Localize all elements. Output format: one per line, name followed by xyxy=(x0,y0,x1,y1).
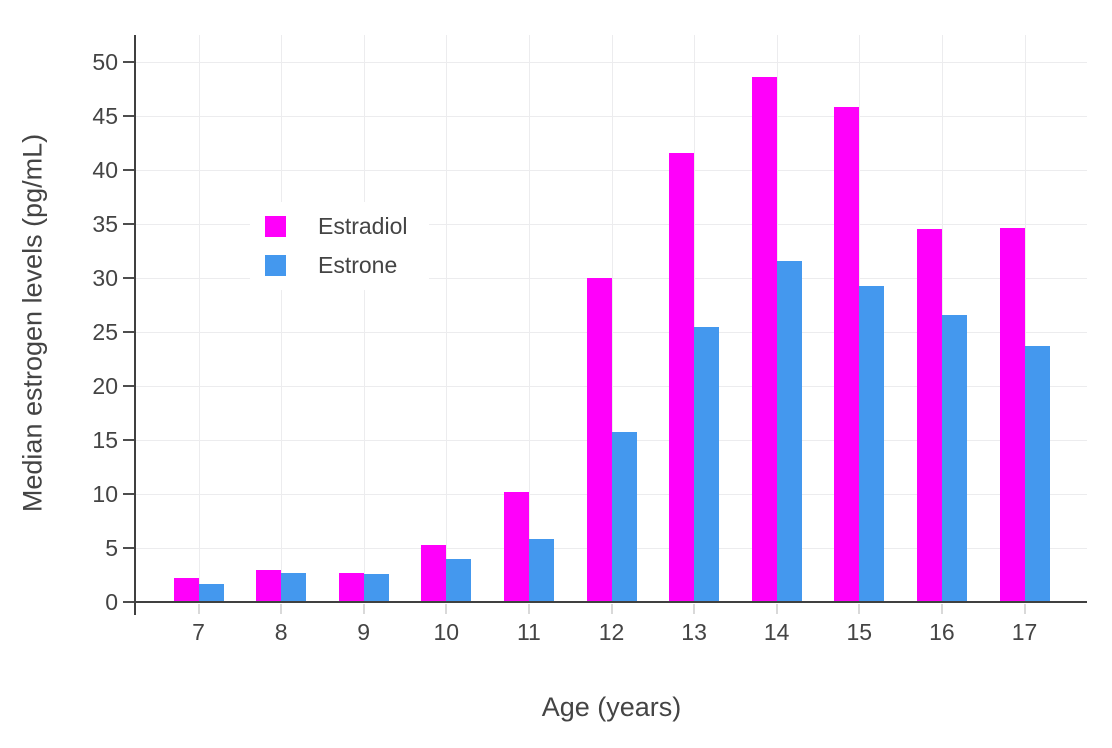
gridline-v-11 xyxy=(528,35,530,602)
gridline-v-13 xyxy=(694,35,696,602)
legend-label-estrone: Estrone xyxy=(318,252,398,278)
x-tick-9 xyxy=(362,604,365,614)
gridline-v-9 xyxy=(363,35,365,602)
gridline-v-8 xyxy=(281,35,283,602)
x-tick-label-16: 16 xyxy=(929,619,955,645)
y-tick-label-30: 30 xyxy=(92,265,118,291)
x-tick-8 xyxy=(280,604,283,614)
y-tick-label-50: 50 xyxy=(92,49,118,75)
y-tick-label-15: 15 xyxy=(92,427,118,453)
y-tick-label-10: 10 xyxy=(92,481,118,507)
y-tick-25 xyxy=(123,331,134,333)
bar-estradiol-age-14 xyxy=(751,77,777,602)
x-tick-label-12: 12 xyxy=(598,619,625,645)
y-tick-5 xyxy=(123,547,134,549)
bar-estradiol-age-13 xyxy=(669,152,695,602)
y-tick-label-35: 35 xyxy=(92,211,118,237)
x-tick-label-9: 9 xyxy=(357,619,371,645)
x-axis-line xyxy=(136,601,1087,603)
legend: Estradiol Estrone xyxy=(250,202,430,290)
bar-estrone-age-16 xyxy=(941,314,967,602)
x-tick-label-8: 8 xyxy=(274,619,288,645)
x-tick-label-10: 10 xyxy=(433,619,460,645)
x-tick-14 xyxy=(775,604,778,614)
bar-estrone-age-9 xyxy=(363,573,389,602)
y-tick-label-0: 0 xyxy=(105,589,118,615)
bar-estrone-age-8 xyxy=(281,572,307,602)
bar-estradiol-age-7 xyxy=(173,578,199,602)
x-tick-15 xyxy=(858,604,861,614)
x-tick-13 xyxy=(693,604,696,614)
bar-estrone-age-10 xyxy=(446,558,472,602)
legend-label-estradiol: Estradiol xyxy=(318,213,408,239)
x-tick-label-14: 14 xyxy=(763,619,790,645)
x-tick-label-11: 11 xyxy=(516,619,541,645)
y-tick-15 xyxy=(123,439,134,441)
x-tick-label-7: 7 xyxy=(192,619,205,645)
legend-item-estradiol[interactable]: Estradiol xyxy=(265,215,407,238)
gridline-v-12 xyxy=(611,35,613,602)
bar-estrone-age-17 xyxy=(1024,346,1050,602)
y-tick-label-20: 20 xyxy=(92,373,118,399)
x-tick-11 xyxy=(527,604,530,614)
y-tick-40 xyxy=(123,169,134,171)
y-tick-20 xyxy=(123,385,134,387)
y-axis-line xyxy=(134,35,136,615)
x-tick-10 xyxy=(445,604,448,614)
x-tick-label-15: 15 xyxy=(846,619,873,645)
x-tick-label-13: 13 xyxy=(681,619,707,645)
bar-estradiol-age-8 xyxy=(256,569,282,602)
y-tick-0 xyxy=(123,601,134,603)
bar-estradiol-age-16 xyxy=(916,229,942,602)
estradiol-swatch-icon xyxy=(265,216,286,237)
y-tick-label-45: 45 xyxy=(92,103,118,129)
gridline-v-17 xyxy=(1024,35,1026,602)
y-tick-35 xyxy=(123,223,134,225)
bar-estrone-age-14 xyxy=(776,260,802,602)
y-tick-label-40: 40 xyxy=(92,157,118,183)
x-tick-label-17: 17 xyxy=(1011,619,1038,645)
y-tick-50 xyxy=(123,61,134,63)
bar-estrone-age-11 xyxy=(528,539,554,602)
bar-estrone-age-13 xyxy=(694,326,720,602)
gridline-v-10 xyxy=(446,35,448,602)
x-axis-title: Age (years) xyxy=(541,692,682,722)
estrone-swatch-icon xyxy=(265,255,286,276)
x-tick-17 xyxy=(1023,604,1026,614)
bar-estrone-age-15 xyxy=(859,285,885,602)
gridline-v-7 xyxy=(198,35,200,602)
bar-estradiol-age-17 xyxy=(999,228,1025,602)
x-tick-16 xyxy=(940,604,943,614)
bar-estradiol-age-12 xyxy=(586,278,612,602)
bar-estradiol-age-11 xyxy=(503,491,529,602)
bar-estradiol-age-9 xyxy=(338,572,364,602)
y-tick-label-25: 25 xyxy=(92,319,118,345)
y-tick-label-5: 5 xyxy=(105,535,118,561)
legend-item-estrone[interactable]: Estrone xyxy=(265,254,407,277)
y-tick-30 xyxy=(123,277,134,279)
x-tick-7 xyxy=(197,604,200,614)
bar-estrone-age-7 xyxy=(198,583,224,602)
y-tick-45 xyxy=(123,115,134,117)
x-tick-12 xyxy=(610,604,613,614)
bar-estradiol-age-10 xyxy=(421,544,447,602)
y-tick-10 xyxy=(123,493,134,495)
bar-estrone-age-12 xyxy=(611,432,637,602)
bar-estradiol-age-15 xyxy=(834,107,860,602)
